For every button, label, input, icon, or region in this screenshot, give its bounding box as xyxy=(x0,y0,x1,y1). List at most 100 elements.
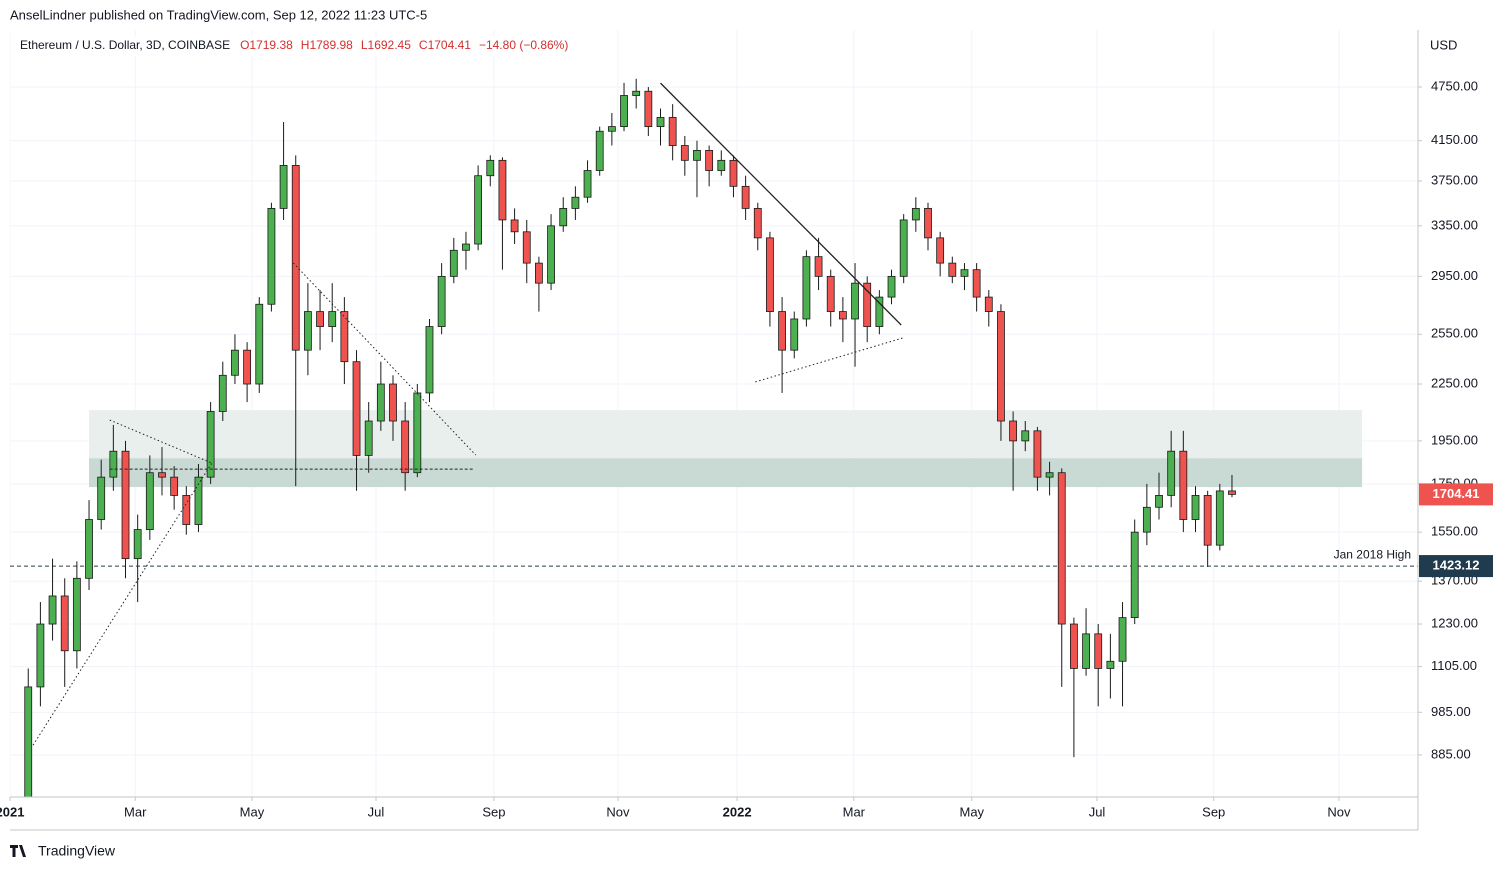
candle-body xyxy=(24,686,33,797)
candle-body xyxy=(303,311,312,351)
candle-body xyxy=(425,326,434,394)
candle-body xyxy=(72,577,81,652)
candle-body xyxy=(644,90,653,127)
candle-body xyxy=(218,374,227,412)
trendline xyxy=(292,262,477,456)
brand-name: TradingView xyxy=(38,843,116,859)
zone xyxy=(89,410,1363,459)
y-tick-label: 1550.00 xyxy=(1431,524,1478,539)
candle-body xyxy=(206,411,215,478)
candle-body xyxy=(1045,472,1054,478)
candle-body xyxy=(778,311,786,351)
candle-body xyxy=(1228,490,1236,495)
candle-body xyxy=(231,349,239,376)
candle-body xyxy=(693,150,701,161)
y-tick-label: 985.00 xyxy=(1431,704,1471,719)
candle-body xyxy=(656,117,665,127)
candle-body xyxy=(145,472,154,530)
plot-area xyxy=(10,30,1418,797)
candle-body xyxy=(668,117,677,146)
y-tick-label: 885.00 xyxy=(1431,746,1471,761)
candle-body xyxy=(279,165,288,209)
candle-body xyxy=(60,595,69,652)
candle-body xyxy=(680,145,689,161)
candle-body xyxy=(887,275,896,298)
candle-body xyxy=(620,95,628,127)
candle-body xyxy=(899,219,908,277)
candle-body xyxy=(875,296,884,327)
x-tick-label: Nov xyxy=(1327,804,1351,819)
x-tick-label: Mar xyxy=(124,804,147,819)
x-tick-label: Nov xyxy=(606,804,630,819)
candle-body xyxy=(401,420,410,474)
candle-body xyxy=(753,208,762,239)
brand-logo xyxy=(10,845,26,857)
y-tick-label: 1230.00 xyxy=(1431,615,1478,630)
candle-body xyxy=(936,237,945,264)
level-price-label: 1423.12 xyxy=(1433,558,1480,573)
candle-body xyxy=(535,262,543,284)
candle-body xyxy=(632,90,641,96)
candle-body xyxy=(364,420,373,456)
candle-body xyxy=(85,519,93,579)
y-tick-label: 1105.00 xyxy=(1431,658,1477,673)
trendline xyxy=(660,82,902,326)
candle-body xyxy=(1130,531,1139,619)
candle-body xyxy=(109,450,118,478)
candle-body xyxy=(316,311,324,327)
y-tick-label: 1950.00 xyxy=(1431,432,1478,447)
symbol: Ethereum / U.S. Dollar, 3D, COINBASE xyxy=(20,38,230,52)
legend-header: Ethereum / U.S. Dollar, 3D, COINBASE xyxy=(14,36,604,56)
candle-body xyxy=(838,311,847,320)
zone xyxy=(89,458,1363,488)
candle-body xyxy=(267,208,276,305)
y-tick-label: 4750.00 xyxy=(1431,78,1478,93)
candle-body xyxy=(814,256,823,277)
y-axis-label: USD xyxy=(1430,37,1457,52)
x-tick-label: Sep xyxy=(1202,804,1225,819)
candle-body xyxy=(960,269,969,277)
candle-body xyxy=(997,311,1005,422)
candle-body xyxy=(1142,506,1151,533)
candle-body xyxy=(498,159,507,221)
trendline xyxy=(109,419,213,464)
candle-body xyxy=(449,249,458,277)
brand: TradingView xyxy=(10,843,116,859)
candle-body xyxy=(1118,617,1127,662)
last-price-label: 1704.41 xyxy=(1433,486,1480,501)
candle-body xyxy=(741,185,750,209)
plot-content xyxy=(10,30,1418,797)
candle-body xyxy=(36,623,45,688)
candle-body xyxy=(48,595,57,625)
x-tick-label: May xyxy=(959,804,984,819)
candle-body xyxy=(1106,660,1115,669)
candle-body xyxy=(474,175,483,245)
candle-body xyxy=(717,159,726,171)
candle-body xyxy=(766,237,774,312)
candle-body xyxy=(389,383,397,422)
candle-body xyxy=(1082,633,1090,669)
candle-body xyxy=(583,170,592,198)
candle-body xyxy=(255,303,264,385)
candle-body xyxy=(1070,623,1078,669)
candle-body xyxy=(121,450,130,560)
candle-body xyxy=(170,476,179,496)
x-tick-label: Sep xyxy=(482,804,505,819)
candle-body xyxy=(1094,633,1103,669)
candle-body xyxy=(729,159,738,187)
candle-body xyxy=(133,529,142,560)
candle-body xyxy=(462,243,470,251)
x-tick-label: May xyxy=(240,804,265,819)
header-low: L1692.45 xyxy=(361,38,411,52)
candle-body xyxy=(911,208,920,221)
candle-body xyxy=(328,311,337,327)
candle-body xyxy=(1155,495,1163,508)
candle-body xyxy=(1167,450,1176,496)
y-tick-label: 3350.00 xyxy=(1431,217,1478,232)
candle-body xyxy=(1179,450,1188,520)
candle-body xyxy=(522,231,531,264)
header-bg xyxy=(14,36,604,56)
candle-body xyxy=(948,262,957,277)
candle-body xyxy=(376,383,385,422)
